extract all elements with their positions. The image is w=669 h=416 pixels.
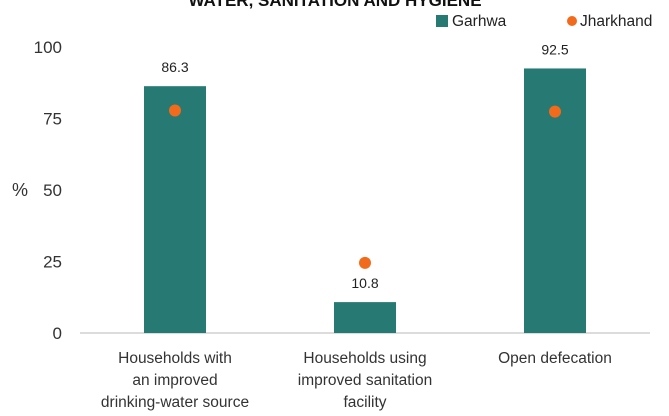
legend-marker-jharkhand	[567, 16, 577, 26]
point	[549, 105, 561, 118]
x-tick-label: improved sanitation	[298, 372, 432, 389]
x-axis-labels: Households with an improved drinking-water…	[101, 350, 612, 411]
x-tick-label: an improved	[132, 372, 217, 389]
x-tick-label: Households using	[303, 350, 426, 367]
y-tick-label: 0	[53, 324, 62, 343]
x-tick-label: Households with	[118, 350, 232, 367]
point	[359, 256, 371, 269]
data-label: 86.3	[161, 59, 188, 75]
points	[169, 104, 561, 269]
y-axis-label: %	[12, 180, 28, 200]
legend-label-jharkhand: Jharkhand	[580, 13, 652, 30]
point	[169, 104, 181, 117]
y-axis: 0 25 50 75 100	[34, 38, 62, 343]
y-tick-label: 100	[34, 38, 62, 57]
y-tick-label: 50	[43, 181, 62, 200]
bar	[144, 86, 206, 333]
data-label: 92.5	[541, 41, 568, 57]
data-label: 10.8	[351, 275, 378, 291]
y-tick-label: 25	[43, 253, 62, 272]
bars	[144, 68, 586, 333]
data-labels: 86.3 10.8 92.5	[161, 41, 568, 291]
legend-label-garhwa: Garhwa	[452, 13, 507, 30]
chart-title: WATER, SANITATION AND HYGIENE	[188, 0, 481, 10]
bar	[334, 302, 396, 333]
x-tick-label: Open defecation	[498, 350, 612, 367]
x-tick-label: facility	[343, 394, 386, 411]
x-tick-label: drinking-water source	[101, 394, 249, 411]
y-tick-label: 75	[43, 110, 62, 129]
legend: Garhwa Jharkhand	[436, 13, 652, 30]
legend-swatch-garhwa	[436, 15, 448, 27]
